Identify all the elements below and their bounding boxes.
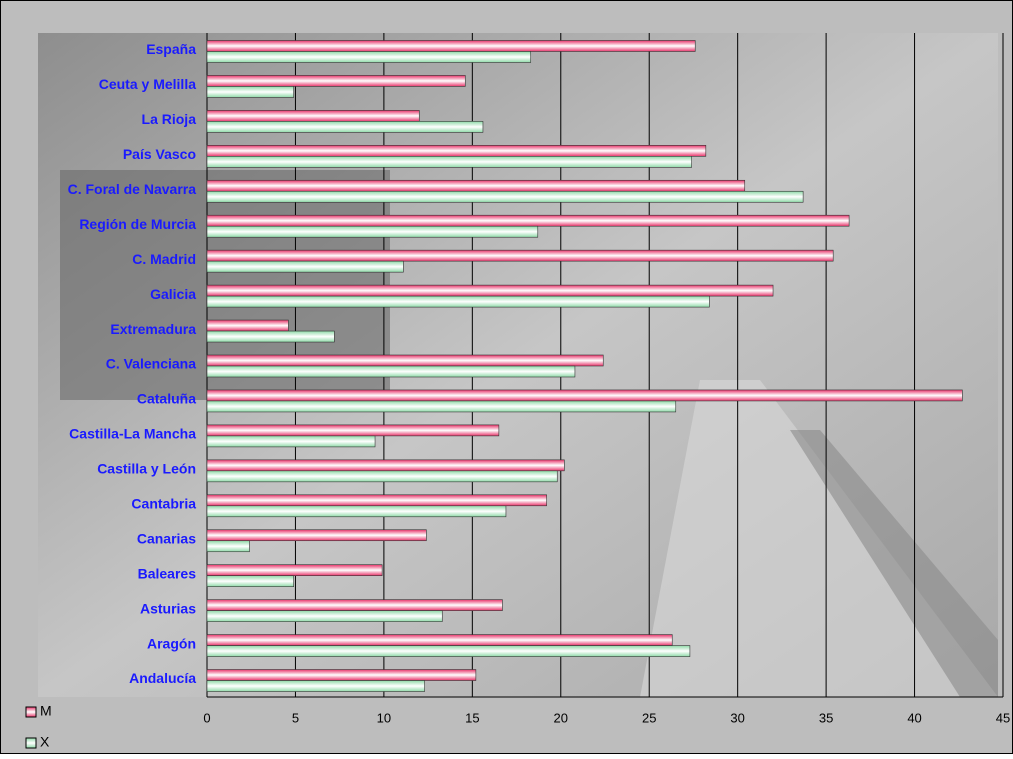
category-label: Cataluña (137, 391, 196, 407)
bar (206, 645, 691, 657)
x-tick-label: 0 (203, 710, 210, 725)
bar (206, 459, 565, 472)
bar (206, 86, 294, 98)
category-label: Castilla y León (97, 461, 196, 477)
category-label: La Rioja (142, 111, 197, 127)
bar (206, 424, 500, 437)
x-tick-label: 25 (642, 710, 656, 725)
bar (206, 494, 547, 507)
category-label: Asturias (140, 600, 196, 616)
bar (206, 330, 335, 343)
bar (206, 51, 532, 63)
category-label: Ceuta y Melilla (99, 76, 196, 92)
bar (206, 260, 404, 273)
category-label: Extremadura (110, 321, 196, 337)
bar (206, 214, 850, 227)
x-tick-label: 40 (907, 710, 921, 725)
legend-label: X (40, 734, 50, 750)
x-tick-label: 20 (554, 710, 568, 725)
photo-curb (790, 430, 998, 697)
bar (206, 121, 484, 133)
legend-label: M (40, 703, 52, 719)
bar (206, 505, 507, 518)
bar (206, 634, 673, 646)
bar (206, 400, 677, 413)
bar (206, 145, 707, 157)
category-label: Galicia (150, 286, 196, 302)
bar (206, 190, 804, 203)
bar (206, 179, 746, 192)
x-tick-label: 5 (292, 710, 299, 725)
bar (206, 529, 427, 542)
bar (206, 389, 963, 402)
bar (206, 319, 289, 332)
bar (206, 295, 710, 308)
bar (206, 599, 503, 611)
bar (206, 680, 425, 692)
bar (206, 156, 692, 168)
bar (206, 284, 774, 297)
category-label: C. Valenciana (106, 356, 196, 372)
category-label: País Vasco (123, 146, 196, 162)
photo-road (640, 380, 998, 697)
category-label: C. Madrid (132, 251, 196, 267)
bar (206, 610, 443, 622)
category-label: Aragón (147, 635, 196, 651)
x-tick-label: 30 (730, 710, 744, 725)
legend-swatch (25, 706, 37, 718)
bar (206, 75, 466, 87)
bar (206, 435, 376, 448)
category-label: Andalucía (129, 670, 196, 686)
bar (206, 540, 250, 553)
bar (206, 354, 604, 367)
bar (206, 470, 558, 483)
category-label: Región de Murcia (79, 216, 196, 232)
x-tick-label: 45 (996, 710, 1010, 725)
bar (206, 110, 420, 122)
x-tick-label: 35 (819, 710, 833, 725)
x-tick-label: 15 (465, 710, 479, 725)
category-label: Castilla-La Mancha (69, 426, 196, 442)
x-tick-label: 10 (377, 710, 391, 725)
bar (206, 40, 696, 52)
category-label: Canarias (137, 530, 196, 546)
category-label: España (146, 41, 196, 57)
bar (206, 564, 383, 576)
category-label: Baleares (138, 565, 197, 581)
bar (206, 225, 539, 238)
bar (206, 249, 834, 262)
legend-swatch (25, 737, 37, 749)
bar (206, 365, 576, 378)
bar (206, 669, 477, 681)
bar (206, 575, 294, 587)
category-label: Cantabria (131, 495, 196, 511)
category-label: C. Foral de Navarra (68, 181, 197, 197)
